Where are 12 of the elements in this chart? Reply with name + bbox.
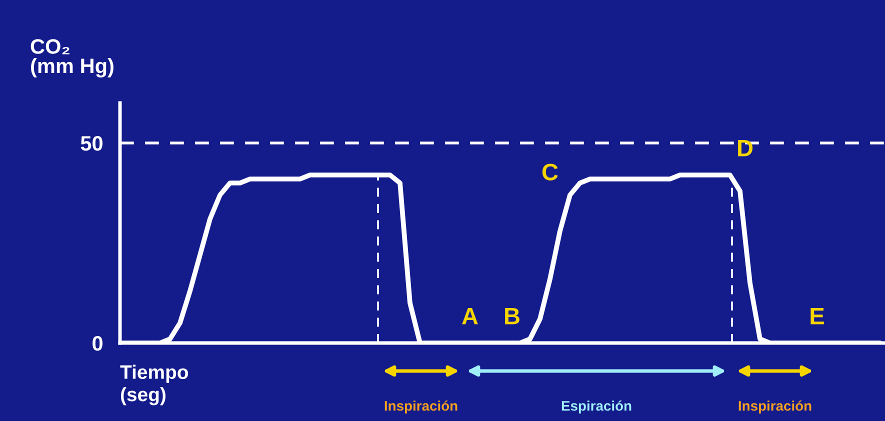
y-axis-title: CO₂ (mm Hg) <box>30 39 114 78</box>
text: Inspiración <box>384 400 458 414</box>
x-axis-title: Tiempo (seg) <box>120 364 188 406</box>
annotation: A <box>462 308 478 324</box>
text: Inspiración <box>738 400 812 414</box>
annotation: E <box>810 308 824 324</box>
text: Espiración <box>562 400 632 414</box>
annotation: D <box>738 140 753 156</box>
annotation: B <box>505 308 520 324</box>
y-tick-label: 50 <box>80 136 102 151</box>
y-tick-label: 0 <box>92 336 102 351</box>
annotation: C <box>542 164 558 180</box>
